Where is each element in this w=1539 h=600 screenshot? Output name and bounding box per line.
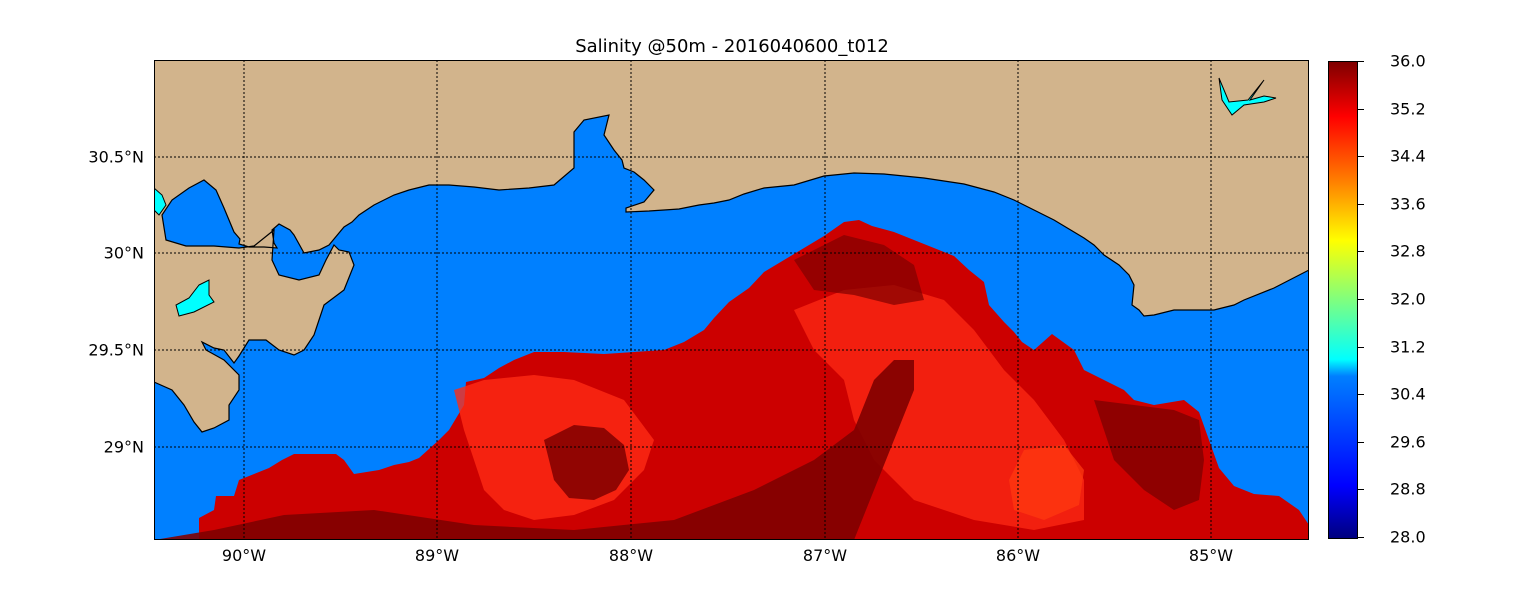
map-canvas — [154, 60, 1309, 540]
land-area — [154, 60, 1309, 433]
colorbar-tick — [1358, 441, 1364, 443]
x-tick-label: 86°W — [995, 546, 1041, 565]
salinity-streak — [1094, 400, 1204, 510]
salinity-map — [154, 60, 1309, 540]
map-frame — [154, 60, 1309, 540]
colorbar-tick-label: 30.4 — [1390, 384, 1426, 404]
lake-pontchartrain-area — [175, 279, 215, 317]
y-tick-label: 30.5°N — [88, 147, 144, 167]
colorbar-tick-label: 28.8 — [1390, 479, 1426, 499]
lake-upper-right — [1218, 77, 1277, 116]
lake-left-edge — [154, 187, 167, 216]
salinity-streak — [1009, 445, 1084, 520]
y-tick-label: 30°N — [103, 243, 144, 263]
x-tick-label: 89°W — [414, 546, 460, 565]
salinity-streak — [544, 425, 629, 500]
colorbar-tick-label: 32.0 — [1390, 289, 1426, 309]
salinity-streak — [794, 285, 1084, 530]
colorbar-tick — [1358, 108, 1364, 110]
salinity-streak — [154, 360, 914, 540]
colorbar-tick — [1358, 251, 1364, 253]
colorbar-tick-label: 31.2 — [1390, 337, 1426, 357]
x-tick-label: 90°W — [221, 546, 267, 565]
colorbar-tick-label: 29.6 — [1390, 432, 1426, 452]
map-title: Salinity @50m - 2016040600_t012 — [575, 36, 889, 57]
y-tick-label: 29°N — [103, 437, 144, 457]
colorbar-tick-label: 36.0 — [1390, 51, 1426, 71]
colorbar-tick — [1358, 489, 1364, 491]
colorbar-tick — [1358, 537, 1364, 538]
graticule — [154, 60, 1309, 540]
colorbar-tick — [1358, 394, 1364, 396]
colorbar-tick — [1358, 299, 1364, 300]
x-tick-label: 87°W — [802, 546, 848, 565]
colorbar-tick — [1358, 61, 1364, 62]
x-tick-label: 88°W — [608, 546, 654, 565]
colorbar — [1328, 61, 1358, 539]
colorbar-tick-label: 28.0 — [1390, 527, 1426, 547]
colorbar-tick-label: 34.4 — [1390, 146, 1426, 166]
colorbar-tick-label: 35.2 — [1390, 99, 1426, 119]
colorbar-tick-label: 32.8 — [1390, 241, 1426, 261]
colorbar-tick — [1358, 156, 1364, 158]
y-tick-label: 29.5°N — [88, 340, 144, 360]
colorbar-tick — [1358, 203, 1364, 205]
colorbar-tick — [1358, 346, 1364, 348]
x-tick-label: 85°W — [1188, 546, 1234, 565]
colorbar-tick-label: 33.6 — [1390, 194, 1426, 214]
